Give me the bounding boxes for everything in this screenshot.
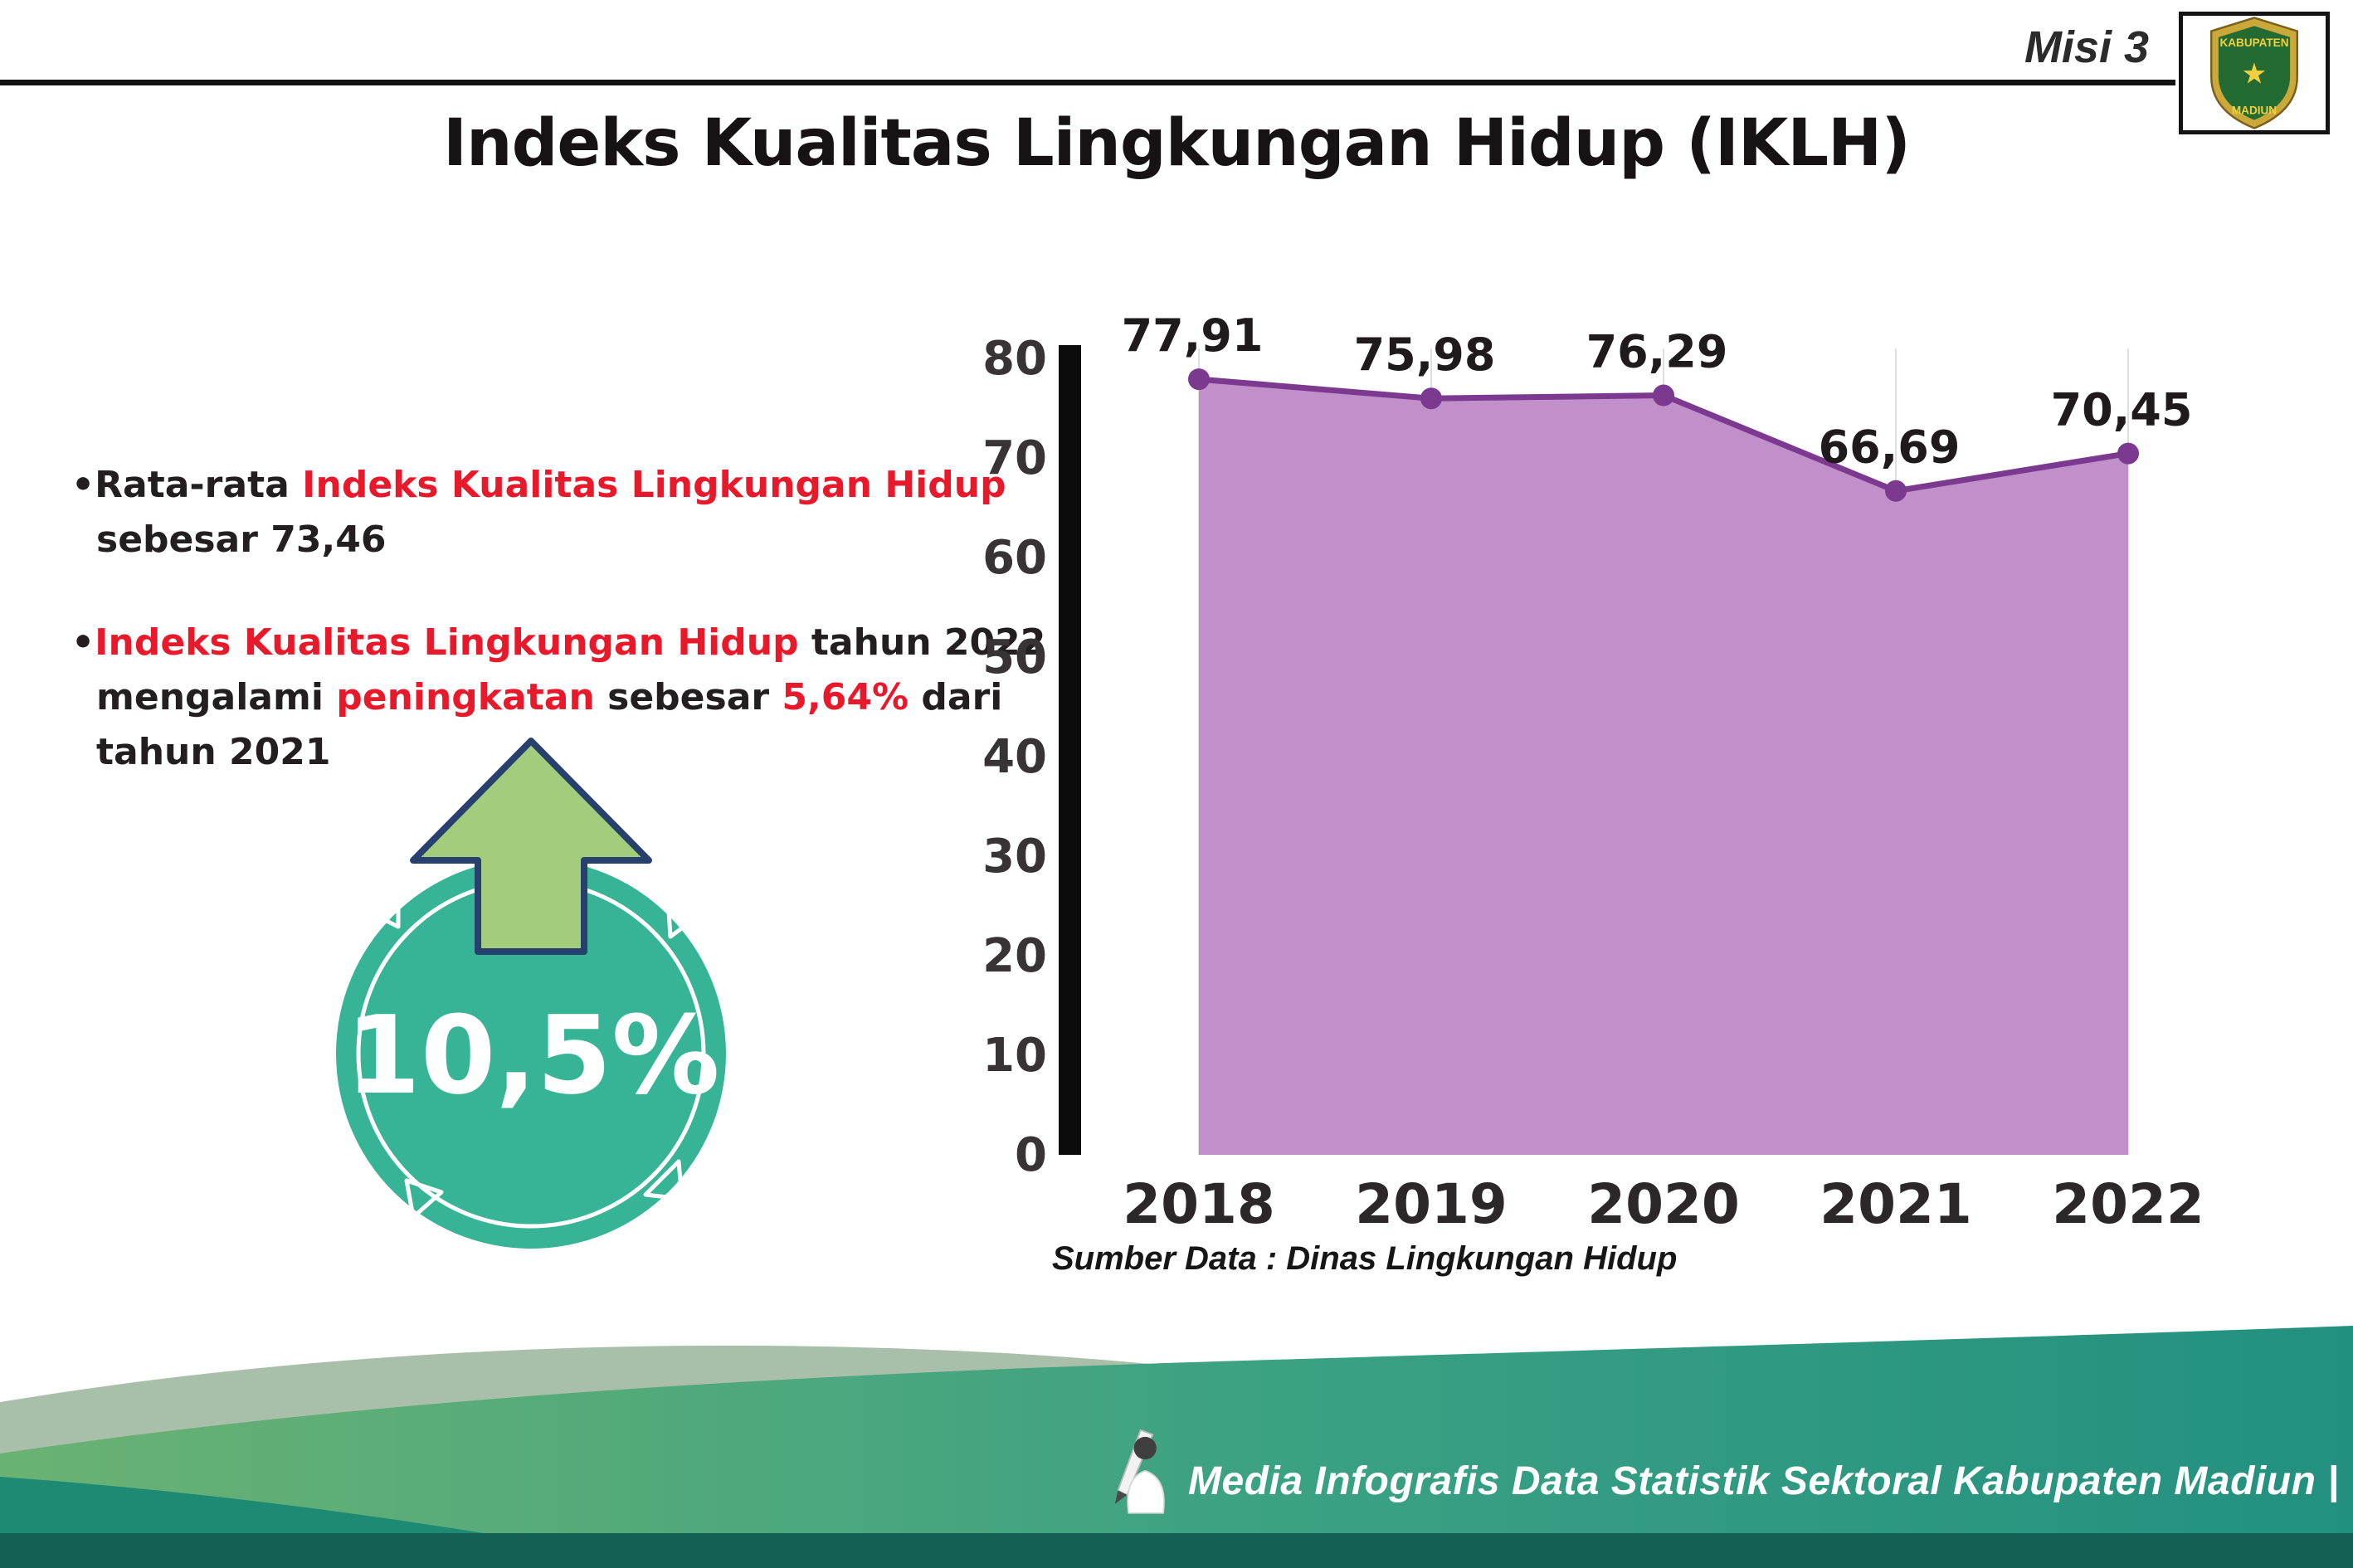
badge-tick-bottom-left	[404, 1178, 444, 1220]
y-tick-label: 60	[982, 531, 1047, 585]
bullet-average-iklh: •Rata-rata Indeks Kualitas Lingkungan Hi…	[71, 458, 1059, 567]
y-tick-label: 30	[982, 830, 1047, 884]
y-tick-label: 80	[982, 332, 1047, 386]
badge-circle	[336, 859, 726, 1249]
y-tick-label: 20	[982, 929, 1047, 983]
text-segment: 5,64%	[782, 676, 909, 718]
data-label: 66,69	[1819, 421, 1961, 474]
footer-waves	[0, 1326, 2353, 1568]
header-rule	[0, 80, 2175, 85]
x-tick-label: 2018	[1123, 1172, 1275, 1236]
shield-inner	[2218, 26, 2291, 120]
text-segment: •	[71, 621, 95, 664]
data-label: 70,45	[2051, 384, 2193, 436]
y-tick-label: 0	[1015, 1128, 1047, 1182]
y-tick-label: 70	[982, 431, 1047, 485]
y-tick-label: 40	[982, 730, 1047, 784]
data-label: 77,91	[1122, 309, 1264, 362]
text-segment: sebesar	[594, 676, 782, 718]
text-segment: •Rata-rata	[71, 464, 303, 506]
data-point	[1188, 368, 1210, 391]
increase-percentage: 10,5%	[345, 992, 719, 1118]
data-label: 76,29	[1586, 326, 1728, 378]
text-segment: Indeks Kualitas Lingkungan Hidup	[302, 464, 1006, 506]
increase-badge: 10,5%	[336, 738, 726, 1249]
data-point	[1420, 387, 1442, 410]
logo-star-icon: ★	[2242, 57, 2268, 90]
x-tick-label: 2019	[1355, 1172, 1508, 1236]
text-segment: Indeks Kualitas Lingkungan Hidup	[95, 621, 799, 664]
chart-source: Sumber Data : Dinas Lingkungan Hidup	[1052, 1240, 1678, 1277]
logo-text-bottom: MADIUN	[2232, 104, 2277, 116]
kabupaten-madiun-logo: KABUPATEN ★ MADIUN	[2179, 12, 2330, 134]
text-segment: peningkatan	[336, 676, 595, 718]
logo-text-top: KABUPATEN	[2219, 37, 2288, 49]
x-tick-label: 2020	[1587, 1172, 1740, 1236]
data-point	[2117, 442, 2139, 465]
pencil-tip	[1114, 1490, 1128, 1504]
area-fill	[1199, 379, 2128, 1155]
data-label: 75,98	[1354, 329, 1496, 381]
y-tick-label: 50	[982, 631, 1047, 684]
data-point	[1653, 384, 1674, 407]
x-tick-label: 2022	[2052, 1172, 2204, 1236]
bullet-increase-iklh: •Indeks Kualitas Lingkungan Hidup tahun …	[71, 616, 1059, 780]
wave-green	[0, 1326, 2353, 1568]
footer-credit: Media Infografis Data Statistik Sektoral…	[1188, 1459, 2340, 1503]
logo-shield-icon: KABUPATEN ★ MADIUN	[2210, 17, 2298, 129]
y-axis-bar	[1059, 345, 1081, 1155]
text-segment: dari tahun 2021	[96, 676, 1003, 773]
page-title: Indeks Kualitas Lingkungan Hidup (IKLH)	[443, 106, 1911, 181]
badge-tick-top-left	[358, 883, 401, 929]
iklh-area-chart: 0 10 20 30 40 50 60 70 80 77,91 75,98 76,29 66,69 70,…	[982, 309, 2204, 1236]
text-segment: sebesar 73,46	[96, 519, 387, 561]
data-point	[1885, 480, 1907, 502]
y-tick-label: 10	[982, 1029, 1047, 1083]
text-segment: tahun 2022 mengalami	[96, 621, 1046, 718]
x-tick-label: 2021	[1820, 1172, 1972, 1236]
up-arrow-icon	[410, 738, 652, 955]
mascot-body	[1127, 1469, 1165, 1514]
mascot-head	[1133, 1436, 1157, 1460]
mascot-icon	[1114, 1429, 1165, 1514]
badge-tick-top-right	[665, 896, 708, 939]
misi-label: Misi 3	[2024, 22, 2149, 72]
wave-bottom-strip	[0, 1533, 2353, 1568]
badge-tick-bottom-right	[643, 1159, 684, 1201]
